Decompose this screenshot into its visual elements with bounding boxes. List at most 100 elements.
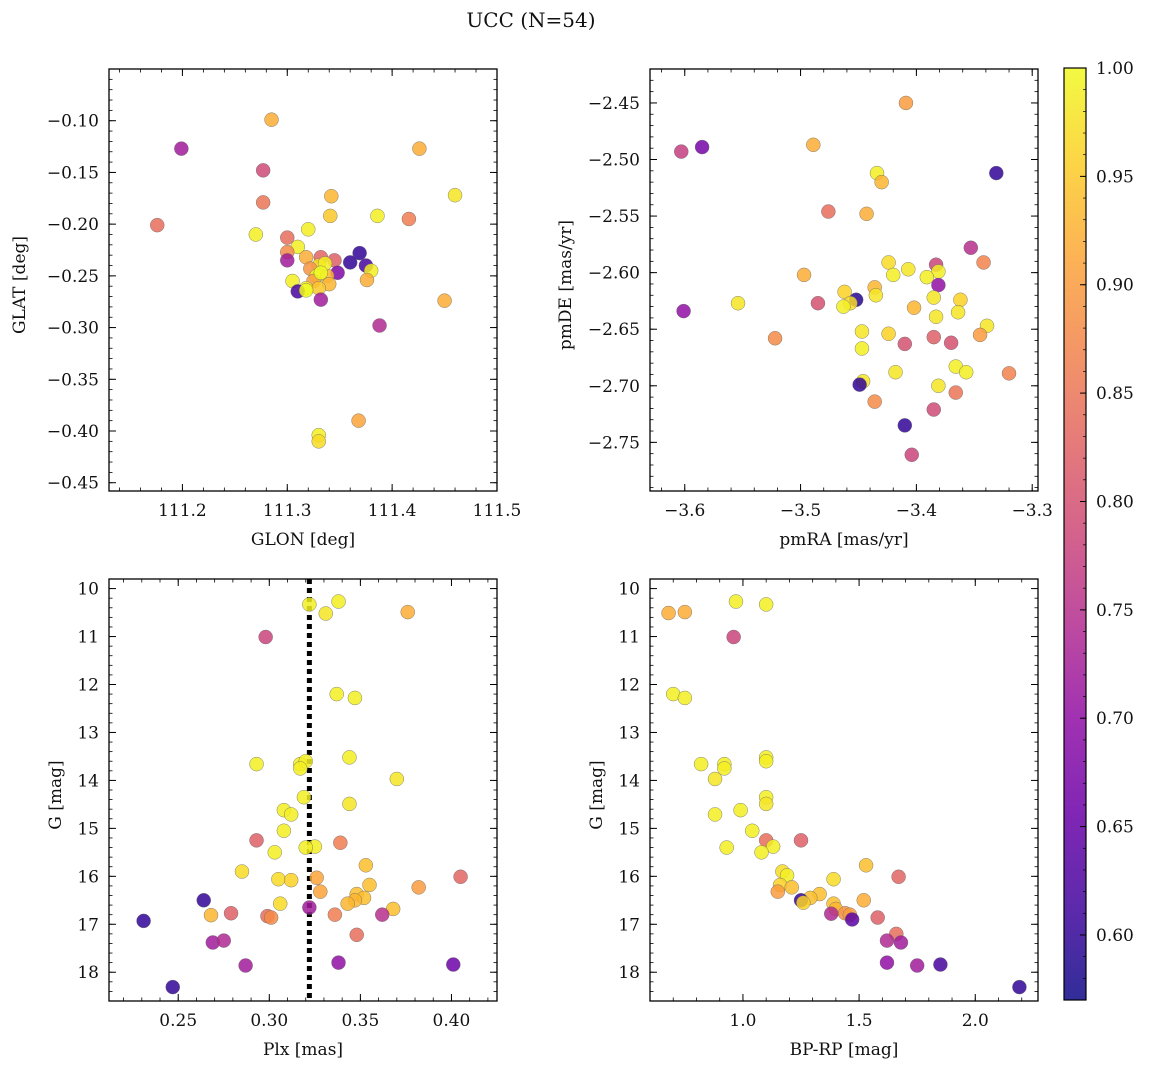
y-tick-label: −2.45 — [588, 94, 640, 114]
colorbar-tick-label: 0.75 — [1096, 601, 1134, 621]
panel-pmra-pmde: −3.6 −3.5 −3.4 −3.3 −2.45 −2.50 −2.55 −2.60 −2.6… — [556, 68, 1053, 550]
data-point — [901, 262, 916, 277]
data-point — [950, 305, 966, 320]
figure-title: UCC (N=54) — [466, 8, 595, 32]
x-tick-label: 0.40 — [433, 1011, 471, 1031]
data-point — [758, 796, 774, 812]
panel-bprp-g: 1.0 1.5 2.0 10 11 12 13 14 15 16 17 18 BP-RP [mag] G … — [587, 578, 1039, 1060]
data-point — [928, 309, 944, 324]
data-point — [349, 927, 364, 943]
y-tick-label: 14 — [618, 771, 640, 791]
data-point — [258, 629, 273, 645]
data-point — [821, 204, 836, 219]
x-tick-label: −3.5 — [780, 501, 821, 521]
data-point — [856, 893, 871, 908]
data-point — [447, 187, 463, 203]
x-tick-label: 0.35 — [341, 1011, 379, 1031]
data-point — [302, 597, 317, 612]
data-point — [331, 955, 346, 970]
data-point — [298, 283, 314, 298]
data-point — [745, 823, 760, 838]
data-point — [248, 227, 264, 242]
y-tick-label: −0.30 — [47, 319, 99, 339]
data-point — [867, 394, 882, 409]
data-point — [796, 267, 812, 283]
x-tick-label: −3.4 — [896, 501, 937, 521]
y-tick-label: −0.20 — [47, 215, 99, 235]
data-point — [989, 165, 1004, 181]
y-tick-label: −2.70 — [588, 377, 640, 397]
panel-glon-glat: 111.2 111.3 111.4 111.5 −0.10 −0.15 −0.20 −0.25… — [10, 68, 521, 550]
y-axis-label: G [mag] — [46, 760, 66, 829]
x-tick-label: 111.2 — [158, 501, 207, 521]
data-point — [694, 139, 710, 155]
data-point — [400, 604, 415, 620]
data-point — [298, 840, 313, 855]
x-axis-label: Plx [mas] — [263, 1040, 343, 1060]
data-point — [898, 95, 914, 111]
data-point — [881, 326, 896, 341]
data-point — [765, 839, 781, 854]
data-point — [238, 958, 253, 973]
y-tick-label: −2.65 — [588, 320, 640, 340]
data-point — [893, 935, 909, 950]
data-point — [868, 288, 884, 303]
x-tick-label: 0.25 — [159, 1011, 197, 1031]
colorbar-gradient — [1064, 68, 1086, 1000]
data-point — [358, 858, 374, 873]
data-point — [342, 255, 358, 270]
y-tick-label: 17 — [77, 915, 99, 935]
data-point — [943, 335, 959, 350]
data-point — [874, 174, 889, 190]
y-tick-label: 17 — [618, 915, 640, 935]
colorbar-tick-label: 0.80 — [1096, 492, 1134, 512]
y-tick-label: −0.40 — [47, 422, 99, 442]
axes-frame — [108, 578, 498, 1002]
y-tick-label: −2.50 — [588, 151, 640, 171]
colorbar-tick-label: 0.65 — [1096, 818, 1134, 838]
data-point — [412, 141, 427, 156]
y-tick-label: −0.15 — [47, 163, 99, 183]
data-point — [844, 912, 860, 927]
data-point — [886, 267, 901, 283]
colorbar-tick-label: 0.70 — [1096, 709, 1134, 729]
data-point — [302, 900, 317, 915]
data-point — [318, 606, 333, 621]
data-point — [963, 240, 979, 255]
x-axis-label: BP-RP [mag] — [790, 1040, 899, 1060]
x-axis-label: pmRA [mas/yr] — [779, 530, 908, 550]
colorbar-frame — [1063, 67, 1087, 1001]
data-point — [879, 955, 895, 970]
data-point — [313, 884, 328, 899]
colorbar-tick-label: 0.85 — [1096, 384, 1134, 404]
data-point — [323, 208, 338, 224]
axes-frame — [649, 578, 1039, 1002]
data-point — [411, 880, 426, 895]
data-point — [976, 255, 991, 270]
data-point — [389, 771, 405, 787]
data-point — [726, 629, 741, 645]
x-tick-label: 1.5 — [846, 1011, 873, 1031]
data-point — [347, 690, 363, 706]
data-point — [931, 378, 946, 393]
panels: 111.2 111.3 111.4 111.5−0.10−0.15−0.20−0.25… — [10, 68, 1053, 1060]
data-point — [359, 272, 375, 288]
data-point — [693, 756, 709, 772]
data-point — [879, 933, 895, 948]
y-tick-label: −2.55 — [588, 207, 640, 227]
data-point — [677, 690, 693, 706]
data-point — [909, 958, 925, 973]
data-point — [810, 295, 826, 311]
y-tick-label: −0.35 — [47, 370, 99, 390]
colorbar-tick-label: 0.60 — [1096, 926, 1134, 946]
data-point — [311, 434, 326, 449]
data-point — [351, 413, 366, 428]
data-point — [891, 869, 906, 884]
data-point — [333, 835, 348, 850]
data-point — [719, 840, 734, 855]
data-point — [754, 845, 769, 860]
data-point — [203, 907, 219, 923]
data-point — [280, 253, 295, 268]
data-point — [852, 377, 867, 392]
data-point — [327, 907, 343, 922]
